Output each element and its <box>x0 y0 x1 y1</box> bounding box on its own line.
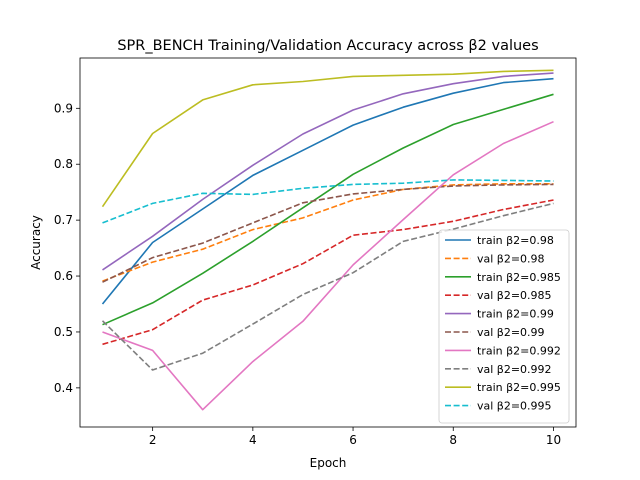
series-line-train-2 <box>102 93 554 326</box>
x-axis-label: Epoch <box>310 456 347 470</box>
legend-entry-label: val β2=0.995 <box>477 400 552 413</box>
chart-title: SPR_BENCH Training/Validation Accuracy a… <box>117 38 538 54</box>
x-tick-label: 2 <box>149 433 157 447</box>
legend-box <box>438 229 570 424</box>
y-tick-label: 0.9 <box>54 101 73 115</box>
series-layer <box>101 69 554 411</box>
series-line-val-9 <box>102 179 554 224</box>
x-tick-label: 8 <box>449 433 457 447</box>
legend: train β2=0.98 val β2=0.98 train β2=0.985 va… <box>438 229 570 424</box>
series-line-val-7 <box>101 202 554 371</box>
y-tick-label: 0.6 <box>54 269 73 283</box>
series-line-val-3 <box>102 199 554 346</box>
y-tick-label: 0.4 <box>54 381 73 395</box>
y-tick-label: 0.5 <box>54 325 73 339</box>
legend-entry-label: val β2=0.992 <box>477 363 552 376</box>
x-tick-label: 6 <box>349 433 357 447</box>
series-line-val-1 <box>102 183 554 282</box>
x-tick-label: 10 <box>546 433 561 447</box>
legend-entry-label: train β2=0.985 <box>477 271 561 284</box>
series-line-train-8 <box>101 69 554 208</box>
legend-entry-label: train β2=0.98 <box>477 234 554 247</box>
series-line-train-0 <box>101 77 554 305</box>
plot-frame <box>79 57 577 428</box>
series-line-train-6 <box>102 120 554 411</box>
legend-entry-label: train β2=0.995 <box>477 381 561 394</box>
legend-entry-label: train β2=0.99 <box>477 308 554 321</box>
legend-entry-label: val β2=0.98 <box>477 252 545 265</box>
legend-entry-label: val β2=0.99 <box>477 326 545 339</box>
y-tick-label: 0.8 <box>54 157 73 171</box>
series-line-train-4 <box>102 72 554 271</box>
series-line-val-5 <box>102 183 554 283</box>
y-axis-label: Accuracy <box>29 215 43 270</box>
ticks-layer: 2 4 6 8 10 0.4 0.5 0.6 0.7 0.8 0.9 <box>54 101 561 447</box>
y-tick-label: 0.7 <box>54 213 73 227</box>
legend-entry-label: train β2=0.992 <box>477 344 561 357</box>
x-tick-label: 4 <box>249 433 257 447</box>
legend-entry-label: val β2=0.985 <box>477 289 552 302</box>
